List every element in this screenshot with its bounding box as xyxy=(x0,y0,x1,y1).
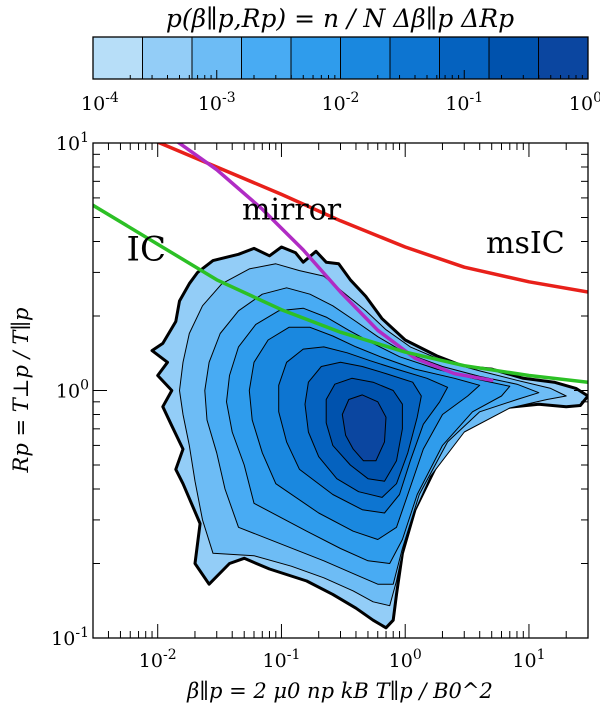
colorbar-tick-label: 10-4 xyxy=(81,90,119,115)
x-tick-label: 10-2 xyxy=(139,647,177,672)
colorbar-swatch xyxy=(93,37,143,79)
msIC-threshold-curve xyxy=(155,143,588,294)
colorbar-title: p(β∥p,Rp) = n / N Δβ∥p ΔRp xyxy=(166,4,514,33)
colorbar-tick-label: 100 xyxy=(569,90,600,115)
x-axis-label: β∥p = 2 μ0 np kB T∥p / B0^2 xyxy=(186,679,493,703)
colorbar-swatch xyxy=(291,37,341,79)
colorbar-swatch xyxy=(489,37,539,79)
colorbar-swatch xyxy=(142,37,193,79)
mirror-threshold-curve xyxy=(176,143,494,383)
contour-level-9 xyxy=(341,394,387,462)
curve-labels: msIC mirror IC xyxy=(127,193,565,270)
threshold-curves xyxy=(93,143,588,384)
colorbar-tick-label: 10-1 xyxy=(445,90,483,115)
colorbar-tick-label: 10-3 xyxy=(198,90,236,115)
colorbar-swatch xyxy=(340,37,391,79)
colorbar-swatch xyxy=(390,37,440,79)
colorbar-swatch xyxy=(241,37,292,79)
msIC-label: msIC xyxy=(486,226,565,261)
x-tick-label: 10-1 xyxy=(263,647,301,672)
colorbar-tick-label: 10-2 xyxy=(322,90,360,115)
IC-label: IC xyxy=(127,230,166,270)
x-tick-label: 100 xyxy=(389,647,422,672)
y-tick-label: 100 xyxy=(56,378,89,403)
y-axis-label: Rp = T⊥p / T∥p xyxy=(9,308,33,474)
axes: 10-2 10-1 100 101 10-1 100 101 xyxy=(51,130,589,672)
IC-threshold-curve xyxy=(93,203,588,384)
mirror-label: mirror xyxy=(242,193,342,228)
density-contours xyxy=(150,245,588,630)
colorbar-ticks: 10-4 10-3 10-2 10-1 100 xyxy=(81,70,600,115)
y-tick-label: 10-1 xyxy=(51,625,89,650)
y-tick-label: 101 xyxy=(56,130,89,155)
x-tick-label: 101 xyxy=(512,647,545,672)
colorbar-swatch xyxy=(538,37,589,79)
